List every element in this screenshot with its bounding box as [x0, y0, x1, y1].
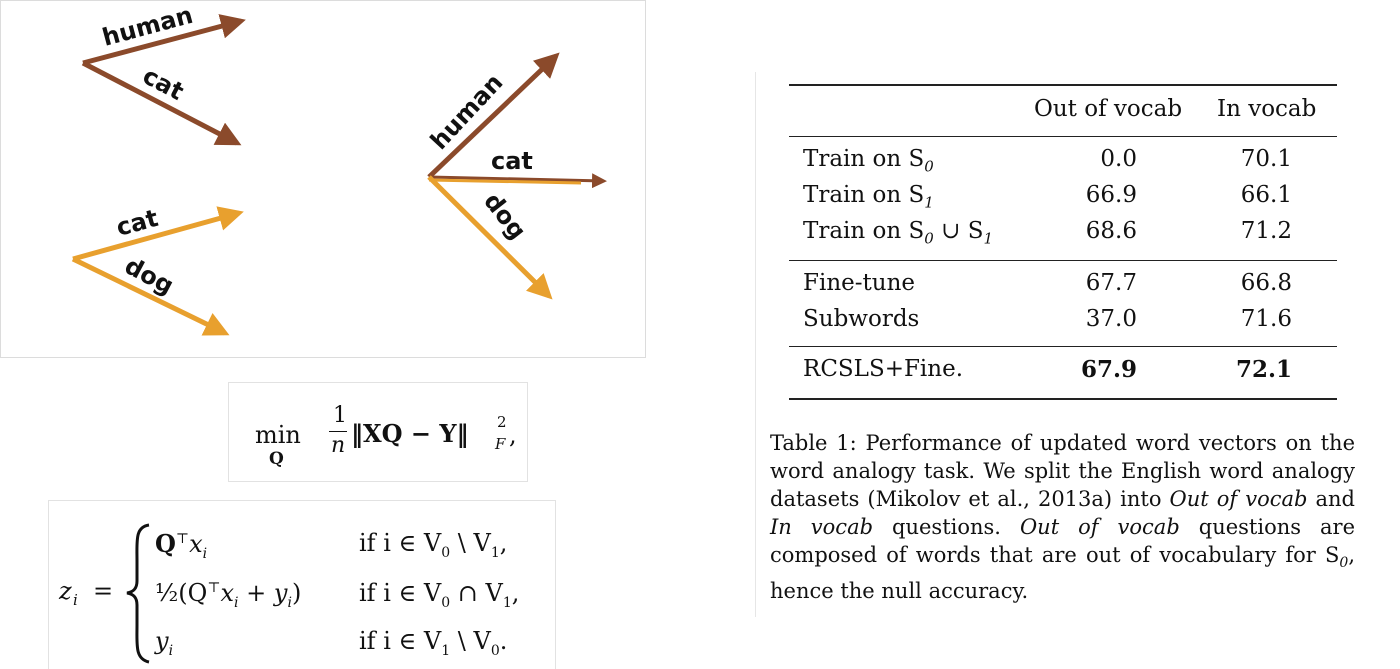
case-3-condition: if i ∈ V1 \ V0. [359, 627, 508, 659]
lhs-variable: z [59, 577, 72, 605]
lhs-subscript: i [73, 591, 78, 609]
row-label: Subwords [803, 306, 920, 332]
equals-sign: = [93, 577, 114, 605]
row-label: Train on S0 [803, 146, 934, 176]
row-iv-value: 72.1 [1235, 356, 1292, 383]
left-brace [126, 523, 150, 664]
vector-cat-3 [428, 173, 607, 189]
row-label: Train on S1 [803, 182, 934, 212]
row-iv-value: 66.8 [1240, 270, 1292, 296]
row-oov-value: 37.0 [1085, 306, 1137, 332]
label-cat-1: cat [138, 62, 188, 106]
row-iv-value: 71.2 [1240, 218, 1292, 244]
case-1-expression: Q⊤xi [155, 529, 208, 562]
fraction-denominator: n [331, 433, 346, 458]
row-oov-value: 67.7 [1085, 270, 1137, 296]
case-2-condition: if i ∈ V0 ∩ V1, [359, 579, 520, 611]
case-1-condition: if i ∈ V0 \ V1, [359, 529, 508, 561]
row-iv-value: 70.1 [1240, 146, 1292, 172]
group-rule-2 [789, 346, 1337, 347]
min-subscript: Q [269, 449, 284, 469]
label-dog-2: dog [120, 252, 178, 301]
table-top-rule [789, 84, 1337, 86]
min-operator: min [255, 421, 301, 449]
fraction-numerator: 1 [333, 403, 347, 428]
norm-subscript: F [495, 435, 506, 453]
row-oov-value: 0.0 [1100, 146, 1137, 172]
vector-dog-3 [427, 175, 553, 300]
norm-power: 2 [497, 413, 507, 431]
formula-comma: , [509, 421, 517, 449]
case-2-expression: ½(Q⊤xi + yi) [155, 579, 302, 611]
vector-human-1 [82, 14, 246, 66]
row-label: Train on S0 ∪ S1 [803, 218, 994, 248]
row-iv-value: 71.6 [1240, 306, 1292, 332]
vector-human-3 [427, 52, 560, 179]
row-oov-value: 68.6 [1085, 218, 1137, 244]
vector-dog-2 [71, 256, 230, 336]
header-in-vocab: In vocab [1217, 96, 1317, 122]
word-vector-diagram: human cat cat dog human cat dog [0, 0, 646, 358]
vector-diagram-svg: human cat cat dog human cat dog [71, 1, 607, 336]
vector-cat-2 [72, 206, 244, 262]
group-rule-1 [789, 260, 1337, 261]
piecewise-formula: z i = Q⊤xi if i ∈ V0 \ V1, ½(Q⊤xi + yi) … [48, 500, 556, 669]
table-bottom-rule [789, 398, 1337, 400]
label-cat-3: cat [491, 147, 533, 175]
fraction-bar [329, 431, 347, 432]
row-oov-value: 66.9 [1085, 182, 1137, 208]
header-out-of-vocab: Out of vocab [1034, 96, 1183, 122]
objective-formula: min Q 1 n ‖XQ − Y‖ 2 F , [228, 382, 528, 482]
row-iv-value: 66.1 [1240, 182, 1292, 208]
row-label: Fine-tune [803, 270, 915, 296]
row-oov-value: 67.9 [1080, 356, 1137, 383]
header-rule [789, 136, 1337, 137]
results-table-panel: Out of vocab In vocab Train on S0 0.0 70… [755, 72, 1360, 617]
row-label: RCSLS+Fine. [803, 356, 964, 382]
norm-expression: ‖XQ − Y‖ [351, 419, 469, 448]
vector-cat-3-orange [428, 178, 582, 185]
case-3-expression: yi [155, 627, 174, 659]
table-caption: Table 1: Performance of updated word vec… [770, 431, 1355, 604]
vector-cat-1 [81, 60, 242, 146]
